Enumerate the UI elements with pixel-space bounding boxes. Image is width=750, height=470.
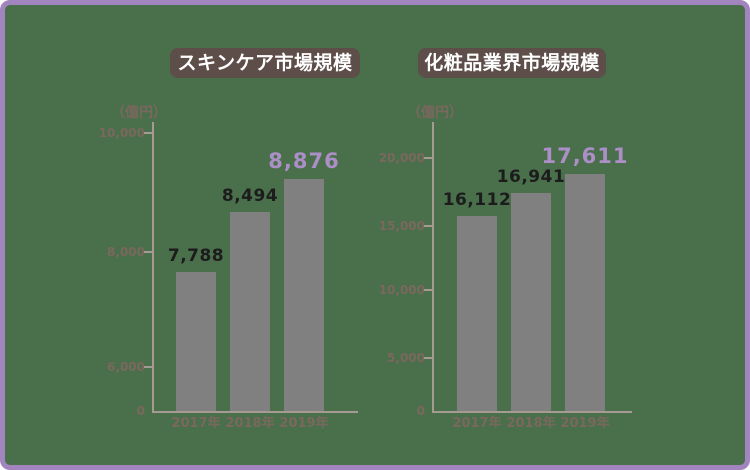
y-tick-mark (424, 357, 433, 359)
bar-value-label: 8,876 (268, 149, 340, 173)
y-axis-line (152, 122, 154, 413)
x-axis-line (432, 411, 632, 413)
y-tick-label: 20,000 (378, 151, 425, 165)
y-tick-label: 10,000 (98, 126, 145, 140)
bar-value-label: 16,112 (442, 190, 512, 210)
y-tick-mark (424, 289, 433, 291)
x-axis-line (152, 411, 358, 413)
chart-title-badge-cosmetics: 化粧品業界市場規模 (418, 48, 606, 78)
y-tick-mark (144, 366, 153, 368)
y-tick-mark (144, 132, 153, 134)
x-category-label: 2017年 (452, 416, 502, 431)
y-axis-unit-label-cosmetics: （億円） (407, 105, 463, 121)
bar-value-label: 17,611 (541, 144, 629, 168)
bar-2017年 (457, 216, 497, 411)
bar-2019年 (284, 179, 324, 411)
x-category-label: 2018年 (225, 416, 275, 431)
y-axis-unit-label-skincare: （億円） (111, 105, 167, 121)
x-category-label: 2019年 (279, 416, 329, 431)
y-tick-label: 5,000 (387, 351, 425, 365)
bar-2017年 (176, 272, 216, 411)
y-tick-label: 15,000 (378, 219, 425, 233)
y-tick-label: 0 (136, 404, 145, 418)
y-tick-mark (424, 157, 433, 159)
y-tick-mark (424, 225, 433, 227)
y-tick-label: 6,000 (107, 360, 145, 374)
y-tick-label: 10,000 (378, 283, 425, 297)
bar-2018年 (230, 212, 270, 411)
bar-value-label: 16,941 (496, 167, 566, 187)
x-category-label: 2017年 (171, 416, 221, 431)
bar-value-label: 8,494 (221, 186, 279, 206)
x-category-label: 2018年 (506, 416, 556, 431)
bar-value-label: 7,788 (167, 246, 225, 266)
y-axis-line (432, 122, 434, 413)
x-category-label: 2019年 (560, 416, 610, 431)
y-tick-mark (144, 251, 153, 253)
chart-title-badge-skincare: スキンケア市場規模 (170, 48, 360, 78)
y-tick-label: 8,000 (107, 245, 145, 259)
y-tick-label: 0 (416, 404, 425, 418)
bar-2018年 (511, 193, 551, 411)
bar-2019年 (565, 174, 605, 411)
